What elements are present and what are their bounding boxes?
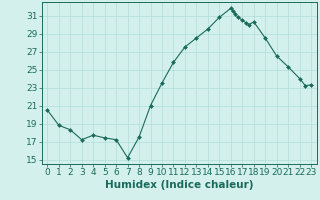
X-axis label: Humidex (Indice chaleur): Humidex (Indice chaleur) [105,180,253,190]
